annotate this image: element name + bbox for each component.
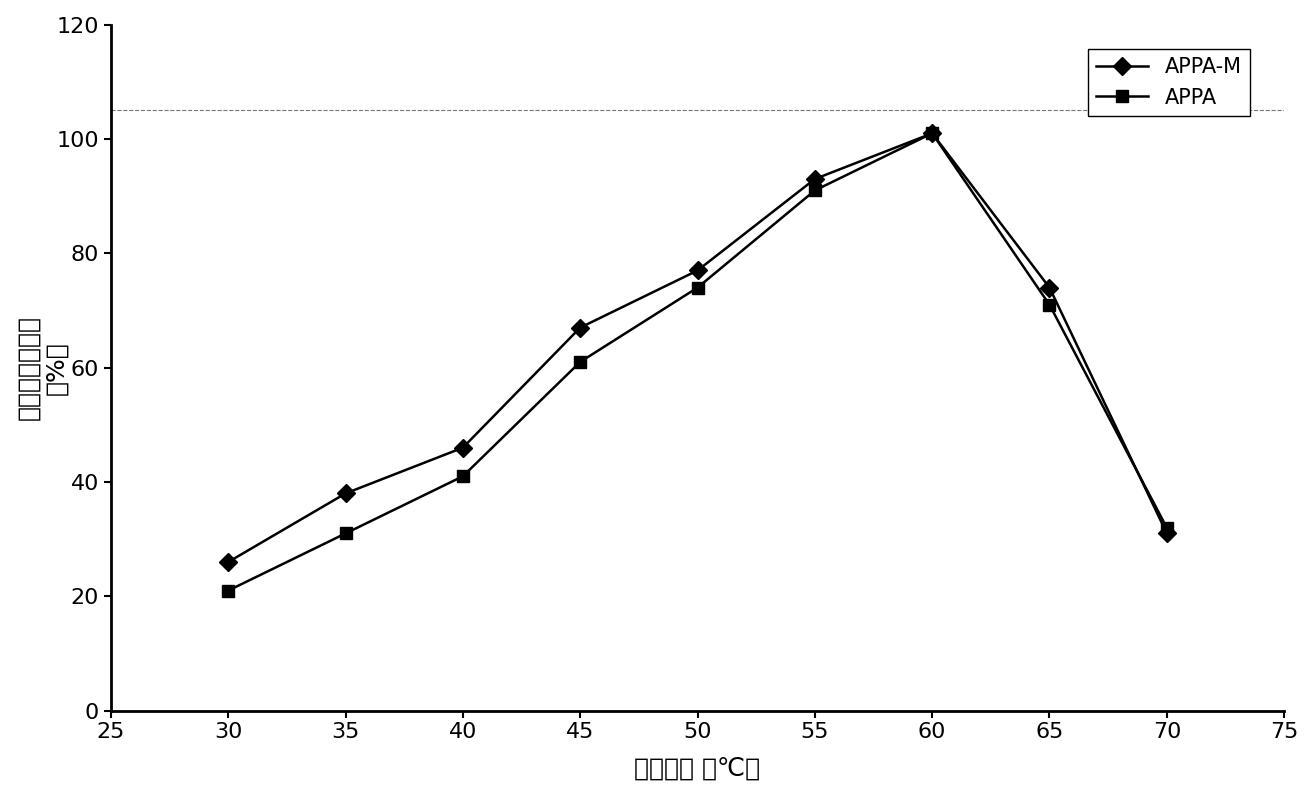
APPA	[338, 528, 354, 538]
Line: APPA: APPA	[222, 128, 1173, 596]
X-axis label: 反应温度 （℃）: 反应温度 （℃）	[634, 756, 760, 780]
APPA	[689, 283, 705, 292]
APPA-M	[338, 489, 354, 498]
APPA	[1159, 523, 1174, 532]
APPA	[572, 357, 588, 367]
APPA-M	[689, 265, 705, 275]
APPA-M	[924, 128, 940, 138]
Legend: APPA-M, APPA: APPA-M, APPA	[1088, 49, 1251, 116]
APPA	[1041, 300, 1057, 309]
Y-axis label: 相对植酸酶活性
（%）: 相对植酸酶活性 （%）	[17, 315, 68, 420]
Line: APPA-M: APPA-M	[222, 127, 1173, 568]
APPA-M	[455, 443, 471, 453]
APPA-M	[1041, 283, 1057, 292]
APPA	[221, 586, 237, 595]
APPA	[924, 128, 940, 138]
APPA-M	[572, 323, 588, 332]
APPA-M	[1159, 528, 1174, 538]
APPA-M	[221, 557, 237, 567]
APPA-M	[807, 175, 823, 184]
APPA	[455, 472, 471, 481]
APPA	[807, 186, 823, 195]
